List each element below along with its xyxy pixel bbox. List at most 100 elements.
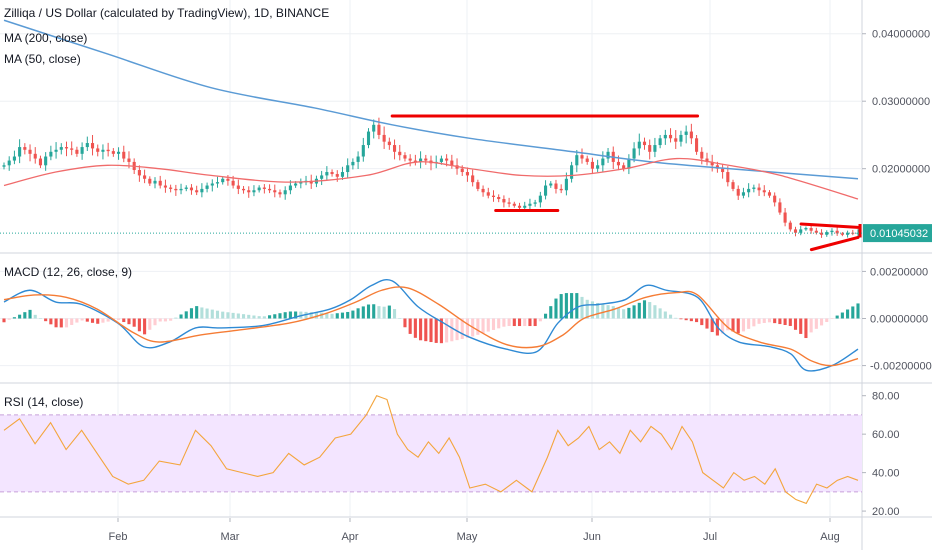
candle-body	[481, 188, 485, 193]
candle-body	[762, 190, 766, 193]
macd-histogram-bar	[117, 318, 121, 320]
candle-body	[533, 202, 537, 204]
candle-body	[528, 203, 532, 206]
candle-body	[523, 205, 527, 208]
macd-histogram-bar	[689, 318, 693, 322]
candle-body	[387, 141, 391, 146]
macd-histogram-bar	[64, 318, 69, 328]
candle-body	[325, 172, 329, 176]
candle-body	[549, 183, 553, 186]
macd-histogram-bar	[80, 318, 84, 321]
candle-body	[59, 147, 63, 150]
candle-body	[18, 147, 22, 157]
candle-body	[819, 232, 824, 235]
candle-body	[570, 165, 574, 179]
macd-histogram-bar	[575, 293, 579, 319]
macd-histogram-bar	[288, 311, 292, 319]
candle-body	[346, 165, 350, 173]
candle-body	[127, 158, 131, 162]
candle-body	[679, 134, 683, 142]
macd-histogram-bar	[512, 318, 516, 327]
candle-body	[33, 153, 37, 159]
candle-body	[241, 188, 246, 191]
candle-body	[195, 190, 199, 193]
candle-body	[538, 195, 542, 203]
candle-body	[320, 175, 324, 179]
macd-histogram-bar	[294, 311, 298, 319]
macd-histogram-bar	[544, 313, 548, 319]
candle-body	[158, 180, 162, 186]
macd-histogram-bar	[106, 318, 110, 322]
candle-body	[231, 180, 235, 186]
macd-histogram-bar	[642, 300, 647, 319]
candle-body	[773, 195, 777, 203]
macd-histogram-bar	[700, 318, 704, 326]
macd-histogram-bar	[179, 314, 183, 319]
macd-histogram-bar	[788, 318, 792, 326]
candle-body	[184, 187, 188, 189]
candle-body	[392, 145, 397, 152]
candle-body	[424, 158, 428, 161]
candle-body	[419, 158, 423, 162]
macd-histogram-bar	[705, 318, 709, 329]
trendlines[interactable]	[390, 114, 862, 252]
candle-body	[252, 190, 256, 193]
macd-histogram-bar	[132, 318, 136, 327]
macd-histogram-bar	[382, 306, 386, 319]
macd-histogram-bar	[497, 318, 501, 329]
macd-histogram-bar	[570, 293, 574, 319]
macd-histogram-bar	[439, 318, 443, 344]
candle-body	[96, 148, 100, 152]
macd-histogram-bar	[153, 318, 157, 326]
candle-body	[684, 131, 688, 135]
candle-body	[710, 161, 714, 166]
candle-body	[689, 131, 693, 139]
rsi-axis-label: 40.00	[872, 468, 900, 480]
macd-histogram-bar	[70, 318, 74, 325]
macd-histogram-bar	[158, 318, 162, 322]
candle-body	[622, 165, 626, 169]
macd-histogram-bar	[465, 318, 470, 338]
macd-histogram-bar	[387, 305, 391, 319]
macd-histogram-bar	[856, 303, 860, 319]
indicator-ma200-label: MA (200, close)	[4, 31, 87, 45]
macd-histogram-bar	[408, 318, 412, 334]
date-axis-label: Aug	[820, 531, 840, 543]
macd-histogram	[2, 293, 860, 344]
candle-body	[294, 183, 298, 186]
candle-body	[268, 188, 272, 191]
candle-body	[700, 151, 704, 159]
trendline[interactable]	[809, 235, 860, 252]
macd-histogram-bar	[273, 314, 277, 319]
macd-histogram-bar	[54, 318, 58, 328]
candle-body	[653, 145, 657, 152]
macd-histogram-bar	[668, 314, 673, 319]
macd-axis-label: 0.00000000	[870, 314, 928, 326]
candle-body	[111, 151, 115, 154]
candle-body	[163, 185, 167, 188]
candle-body	[361, 145, 365, 157]
macd-title: MACD (12, 26, close, 9)	[4, 265, 132, 279]
candle-body	[257, 187, 261, 191]
candle-body	[830, 230, 834, 233]
trendline[interactable]	[799, 222, 860, 229]
macd-histogram-bar	[90, 318, 95, 323]
candle-body	[335, 174, 339, 177]
candle-body	[215, 182, 220, 184]
macd-histogram-bar	[236, 313, 240, 319]
candle-body	[632, 148, 636, 159]
macd-histogram-bar	[710, 318, 714, 333]
macd-histogram-bar	[450, 318, 454, 342]
candle-body	[439, 158, 443, 162]
macd-histogram-bar	[309, 312, 313, 319]
candle-body	[106, 149, 110, 152]
candle-body	[559, 188, 563, 191]
candle-body	[403, 155, 407, 159]
price-axis-label: 0.03000000	[872, 96, 930, 108]
macd-histogram-bar	[148, 318, 152, 330]
candle-body	[148, 178, 152, 184]
macd-histogram-bar	[221, 311, 225, 319]
macd-histogram-bar	[283, 312, 287, 319]
macd-histogram-bar	[262, 316, 266, 319]
